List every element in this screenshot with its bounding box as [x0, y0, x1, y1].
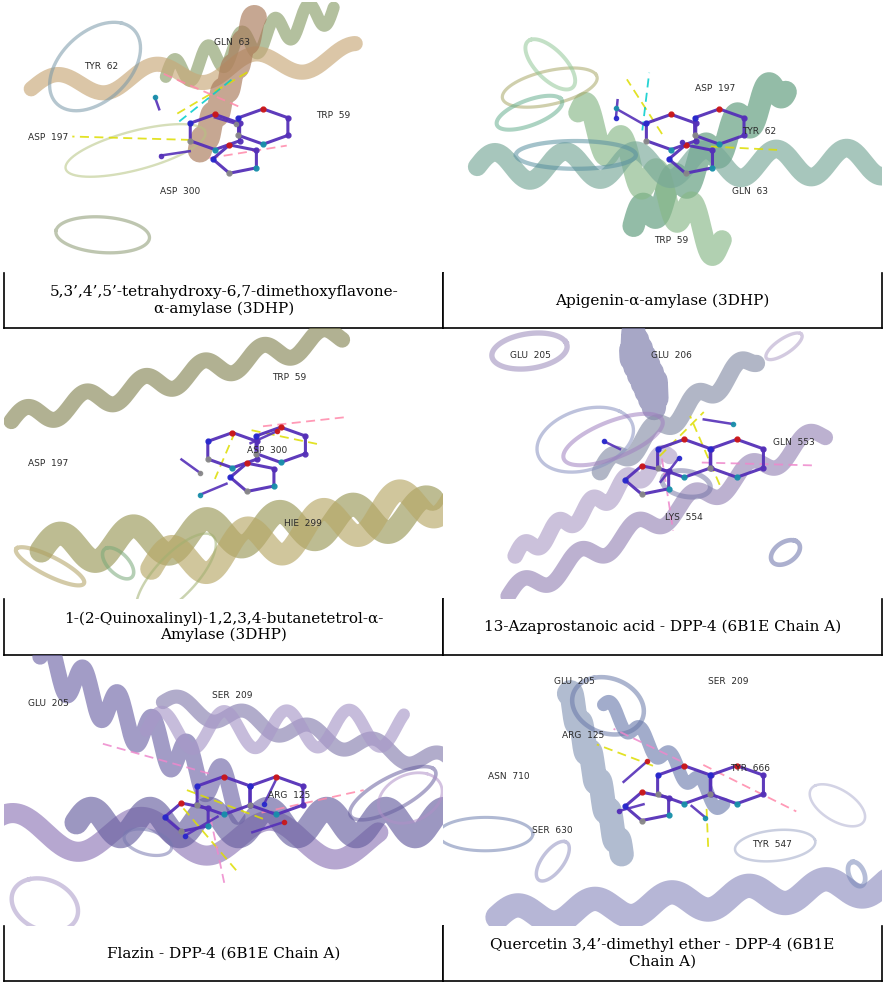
Text: TRP  59: TRP 59	[316, 111, 351, 120]
Text: ASP  197: ASP 197	[28, 133, 68, 142]
Text: ARG  125: ARG 125	[268, 791, 311, 800]
Text: TRP  59: TRP 59	[654, 236, 688, 245]
Text: HIE  299: HIE 299	[284, 519, 322, 528]
Text: TYR  62: TYR 62	[742, 128, 776, 137]
Text: TYR  547: TYR 547	[752, 839, 792, 848]
Text: ARG  125: ARG 125	[563, 731, 604, 740]
Text: GLN  63: GLN 63	[214, 38, 251, 47]
Text: ASP  300: ASP 300	[159, 187, 200, 196]
Text: Apigenin-α-amylase (3DHP): Apigenin-α-amylase (3DHP)	[556, 293, 769, 308]
Text: 5,3’,4’,5’-tetrahydroxy-6,7-dimethoxyflavone-
α-amylase (3DHP): 5,3’,4’,5’-tetrahydroxy-6,7-dimethoxyfla…	[50, 285, 398, 316]
Text: ASN  710: ASN 710	[488, 772, 530, 781]
Text: ASP  300: ASP 300	[247, 445, 288, 455]
Text: SER  209: SER 209	[213, 691, 253, 700]
Text: Flazin - DPP-4 (6B1E Chain A): Flazin - DPP-4 (6B1E Chain A)	[107, 947, 340, 960]
Text: TYR  666: TYR 666	[730, 764, 770, 773]
Text: GLU  205: GLU 205	[510, 351, 551, 360]
Text: SER  630: SER 630	[532, 827, 573, 836]
Text: SER  209: SER 209	[708, 677, 749, 686]
Text: TRP  59: TRP 59	[272, 373, 307, 381]
Text: GLN  553: GLN 553	[773, 437, 815, 446]
Text: GLN  63: GLN 63	[732, 187, 768, 196]
Text: 1-(2-Quinoxalinyl)-1,2,3,4-butanetetrol-α-
Amylase (3DHP): 1-(2-Quinoxalinyl)-1,2,3,4-butanetetrol-…	[64, 611, 384, 643]
Text: 13-Azaprostanoic acid - DPP-4 (6B1E Chain A): 13-Azaprostanoic acid - DPP-4 (6B1E Chai…	[484, 619, 841, 634]
Text: ASP  197: ASP 197	[28, 459, 68, 468]
Text: GLU  206: GLU 206	[650, 351, 691, 360]
Text: TYR  62: TYR 62	[84, 63, 118, 72]
Text: GLU  205: GLU 205	[554, 677, 595, 686]
Text: Quercetin 3,4’-dimethyl ether - DPP-4 (6B1E
Chain A): Quercetin 3,4’-dimethyl ether - DPP-4 (6…	[490, 938, 835, 968]
Text: GLU  205: GLU 205	[27, 699, 69, 708]
Text: LYS  554: LYS 554	[665, 513, 703, 522]
Text: ASP  197: ASP 197	[695, 85, 735, 93]
